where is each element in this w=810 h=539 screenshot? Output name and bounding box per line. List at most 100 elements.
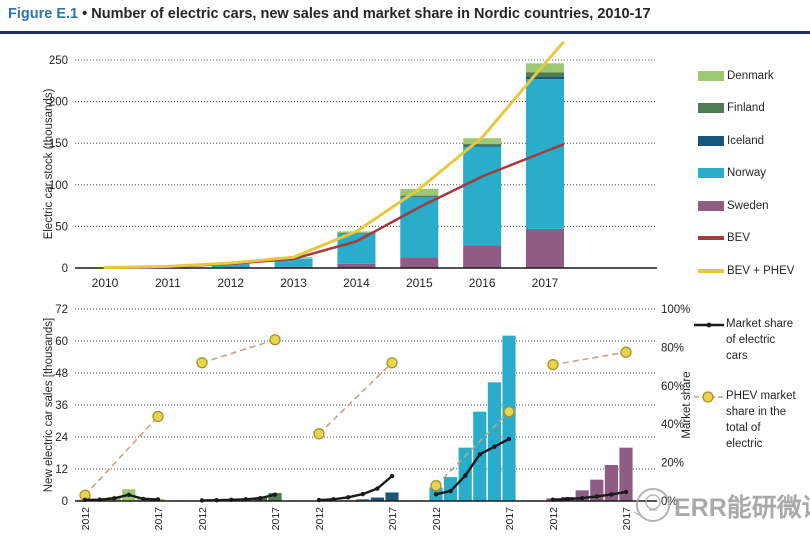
bar-segment-norway-2012 xyxy=(211,263,250,268)
legend-item-denmark: Denmark xyxy=(698,69,808,82)
phev-share-dot xyxy=(503,406,515,418)
legend-item-bev: BEV xyxy=(698,232,808,244)
legend-swatch xyxy=(698,135,724,146)
x-tick-label: 2017 xyxy=(532,276,559,290)
x-tick-label: 2017 xyxy=(270,507,282,531)
market-share-line-sweden xyxy=(552,490,627,501)
bar-segment-norway-2014 xyxy=(337,233,376,264)
sales-bar-iceland-2016 xyxy=(370,497,384,501)
market-share-dot xyxy=(272,492,278,497)
x-tick-label: 2017 xyxy=(153,507,165,531)
y-tick-label-left: 60 xyxy=(55,336,68,348)
market-share-dot xyxy=(112,496,117,501)
y-tick-label: 50 xyxy=(55,221,68,233)
y-tick-label-right: 0% xyxy=(661,496,678,508)
sales-bar-iceland-2015 xyxy=(356,499,370,501)
title-bullet: • xyxy=(82,6,88,22)
figure-label: Figure E.1 xyxy=(8,6,79,22)
bar-segment-finland-2015 xyxy=(400,195,439,197)
phev-share-line-finland xyxy=(201,338,276,364)
market-share-line-denmark xyxy=(84,493,159,502)
legend-swatch xyxy=(698,168,724,178)
y-tick-label-right: 60% xyxy=(661,381,684,393)
x-tick-label: 2012 xyxy=(548,507,560,531)
y-axis-label-right: Market share xyxy=(681,371,693,438)
market-share-dot xyxy=(448,488,453,494)
legend-item-phev-share: PHEV market share in the total of electr… xyxy=(694,388,808,452)
y-tick-label-right: 80% xyxy=(661,342,684,354)
market-share-dot xyxy=(375,486,380,491)
bar-segment-denmark-2015 xyxy=(400,188,439,196)
y-tick-label-right: 40% xyxy=(661,419,684,431)
x-tick-label: 2015 xyxy=(406,276,433,290)
market-share-dot xyxy=(214,498,219,503)
phev-share-dot xyxy=(620,346,632,358)
bar-segment-iceland-2017 xyxy=(526,76,565,80)
y-tick-label: 250 xyxy=(49,55,68,67)
y-tick-label-left: 12 xyxy=(55,464,68,476)
market-share-dot xyxy=(580,495,585,501)
title-text: Number of electric cars, new sales and m… xyxy=(91,6,651,22)
y-tick-label-right: 100% xyxy=(661,304,690,316)
bar-segment-sweden-2015 xyxy=(400,257,439,268)
phev-share-line-sweden xyxy=(552,351,627,366)
market-share-dot xyxy=(389,473,395,479)
y-axis-label: New electric car sales [thousands] xyxy=(43,318,55,493)
sales-bar-finland-2017 xyxy=(268,493,282,501)
legend-item-finland: Finland xyxy=(698,102,808,114)
sales-bar-norway-2017 xyxy=(502,335,516,501)
phev-share-dot xyxy=(313,428,325,440)
bar-segment-sweden-2014 xyxy=(337,263,376,268)
legend-label: BEV + PHEV xyxy=(727,264,795,277)
legend-item-norway: Norway xyxy=(698,167,808,179)
x-tick-label: 2012 xyxy=(80,507,92,531)
x-tick-label: 2017 xyxy=(504,507,516,531)
bar-segment-iceland-2015 xyxy=(400,196,439,198)
x-tick-label: 2016 xyxy=(469,276,496,290)
market-share-dot xyxy=(463,473,468,478)
phev-share-dot xyxy=(196,357,208,369)
market-share-dot xyxy=(258,495,263,501)
market-share-dot xyxy=(609,492,614,497)
y-tick-label-left: 48 xyxy=(55,368,68,380)
x-tick-label: 2010 xyxy=(92,276,119,290)
bar-segment-norway-2013 xyxy=(274,258,313,267)
y-tick-label-left: 0 xyxy=(62,496,68,508)
legend-swatch xyxy=(698,200,724,211)
bar-segment-sweden-2017 xyxy=(526,228,565,268)
y-tick-label-left: 36 xyxy=(55,400,68,412)
x-tick-label: 2014 xyxy=(343,276,370,290)
x-tick-label: 2012 xyxy=(314,507,326,531)
phev-share-dot xyxy=(152,410,164,423)
bar-segment-denmark-2017 xyxy=(526,63,565,73)
phev-share-dot xyxy=(386,357,398,369)
y-tick-label-left: 24 xyxy=(55,432,68,444)
y-tick-label-left: 72 xyxy=(55,304,68,316)
phev-share-dot xyxy=(269,334,281,346)
market-share-line-norway xyxy=(435,437,510,496)
market-share-dot xyxy=(623,489,629,495)
legend-label: Norway xyxy=(727,167,766,179)
legend-label: Iceland xyxy=(727,134,765,147)
x-tick-label: 2011 xyxy=(155,276,181,290)
legend-item-bevphev: BEV + PHEV xyxy=(698,264,808,277)
sales-share-chart: 0 12 24 36 48 60 72 0% 20% 40% 60% 80% 100% 2012 2017 2… xyxy=(43,304,693,531)
market-share-dot xyxy=(492,444,497,449)
market-share-dot xyxy=(360,491,365,497)
legend-label: Denmark xyxy=(727,69,774,82)
bar-segment-iceland-2016 xyxy=(463,145,502,147)
sales-bar-sweden-2016 xyxy=(604,465,618,501)
y-tick-label-right: 20% xyxy=(661,458,684,470)
market-share-dot xyxy=(594,494,599,499)
legend-item-sweden: Sweden xyxy=(698,200,808,212)
sales-bar-iceland-2017 xyxy=(385,492,399,501)
bar-segment-norway-2017 xyxy=(526,79,565,229)
legend-label: Market share of electric cars xyxy=(726,318,794,362)
market-share-dot xyxy=(433,492,439,497)
market-share-dot xyxy=(477,452,482,457)
stock-chart-legend: Denmark Finland Iceland Norway Sweden BEV BEV … xyxy=(698,70,808,298)
sales-bar-sweden-2014 xyxy=(575,490,589,501)
market-share-dot xyxy=(565,496,570,502)
phev-share-dot xyxy=(430,479,442,492)
